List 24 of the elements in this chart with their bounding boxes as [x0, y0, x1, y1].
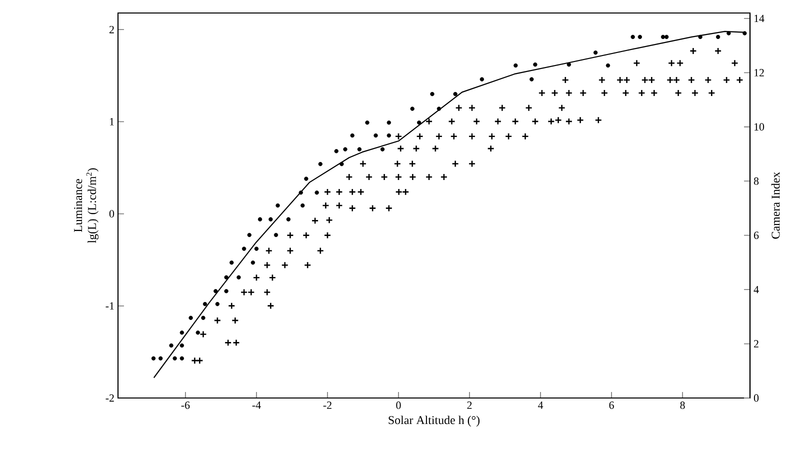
y2-tick-label: 4: [754, 286, 759, 294]
y2-axis-title: Camera Index: [771, 172, 780, 239]
y2-tick-label: 8: [754, 177, 759, 185]
y-tick-label: 2: [109, 26, 114, 34]
x-tick-label: 4: [538, 402, 544, 409]
y2-tick-label: 6: [754, 232, 759, 240]
y-tick-label: -1: [106, 302, 114, 310]
x-tick-label: 8: [680, 402, 685, 409]
y-tick-label: 0: [109, 210, 114, 218]
y-axis-title: Luminance lg(L) (L:cd/m$^{2}$): [74, 168, 99, 244]
y2-tick-label: 14: [754, 14, 764, 22]
x-tick-label: -6: [181, 402, 190, 409]
y2-tick-label: 12: [754, 69, 764, 76]
x-axis-title: Solar Altitude h (°): [388, 416, 480, 427]
y-tick-label: 1: [110, 118, 114, 126]
x-tick-label: 0: [396, 402, 401, 409]
x-tick-label: 2: [467, 402, 472, 409]
x-tick-label: -2: [323, 402, 332, 409]
y2-tick-label: 0: [754, 394, 759, 402]
y2-tick-label: 2: [754, 340, 758, 348]
x-tick-label: 6: [609, 402, 614, 409]
y2-tick-label: 10: [754, 123, 764, 131]
y-tick-label: -2: [106, 394, 114, 402]
x-tick-label: -4: [252, 402, 261, 409]
